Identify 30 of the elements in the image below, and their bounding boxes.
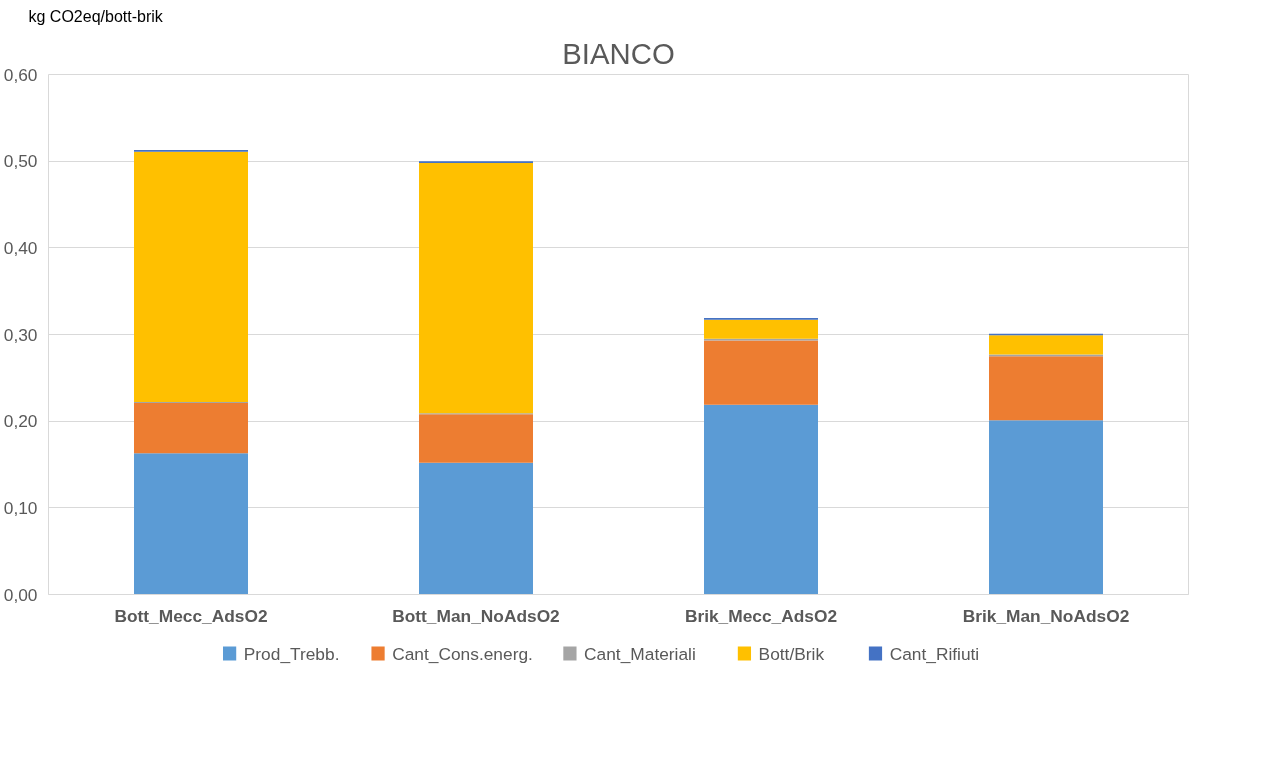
bar — [134, 151, 248, 403]
y-axis-title: kg CO2eq/bott-brik — [28, 7, 164, 25]
x-tick-label: Bott_Mecc_AdsO2 — [114, 605, 268, 626]
bar — [989, 356, 1103, 421]
x-tick-label: Brik_Man_NoAdsO2 — [962, 605, 1130, 626]
bar — [134, 402, 248, 454]
bar — [419, 162, 533, 414]
x-tick-label: Brik_Mecc_AdsO2 — [684, 605, 838, 626]
legend-label: Cant_Rifiuti — [889, 643, 980, 664]
x-tick-label: Bott_Man_NoAdsO2 — [392, 605, 560, 626]
legend-label: Cant_Materiali — [584, 643, 696, 664]
y-tick-label: 0,30 — [3, 324, 38, 345]
bar — [419, 414, 533, 463]
y-tick-label: 0,00 — [3, 584, 38, 605]
bar — [419, 462, 533, 595]
bar — [134, 453, 248, 595]
bar — [704, 404, 818, 595]
chart-title: BIANCO — [562, 36, 675, 70]
y-tick-label: 0,40 — [3, 237, 38, 258]
legend-label: Cant_Cons.energ. — [392, 643, 533, 664]
bar — [989, 420, 1103, 595]
bar — [704, 319, 818, 339]
bar — [989, 335, 1103, 355]
y-tick-label: 0,60 — [3, 64, 38, 85]
y-tick-label: 0,10 — [3, 497, 38, 518]
bar — [704, 340, 818, 405]
legend-label: Bott/Brik — [758, 643, 825, 664]
y-tick-label: 0,50 — [3, 151, 38, 172]
y-tick-label: 0,20 — [3, 411, 38, 432]
legend-label: Prod_Trebb. — [243, 643, 340, 664]
